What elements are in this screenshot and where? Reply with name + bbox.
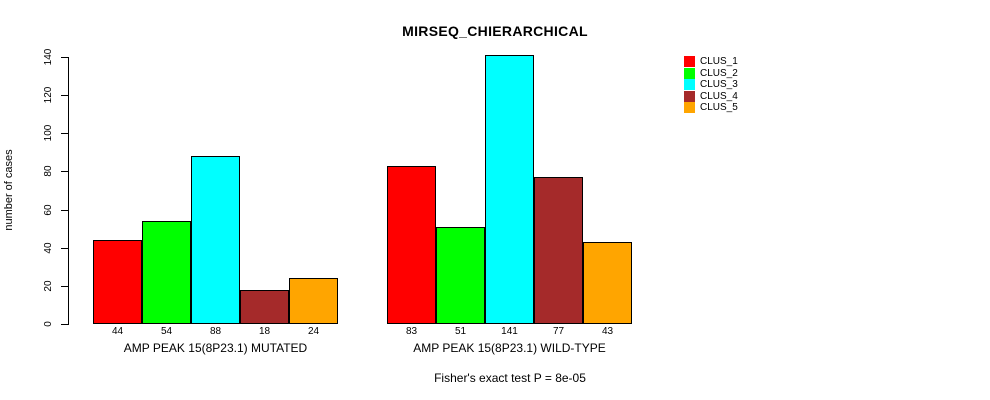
y-tick: [61, 171, 68, 172]
y-axis-label: number of cases: [3, 149, 15, 231]
bar-clus_1-group2: [387, 166, 436, 324]
bar-clus_5-group2: [583, 242, 632, 324]
y-tick-label: 40: [43, 242, 54, 254]
y-tick-label: 120: [43, 86, 54, 104]
y-tick: [61, 286, 68, 287]
y-tick: [61, 248, 68, 249]
y-tick-label: 140: [43, 48, 54, 66]
legend-swatch: [684, 102, 695, 113]
bar-clus_1-group1: [93, 240, 142, 324]
bar-clus_4-group1: [240, 290, 289, 324]
legend-label: CLUS_1: [700, 56, 738, 67]
y-tick-label: 60: [43, 204, 54, 216]
bar-clus_3-group1: [191, 156, 240, 324]
bar-value-label: 54: [160, 326, 173, 337]
bar-clus_2-group1: [142, 221, 191, 324]
bar-clus_4-group2: [534, 177, 583, 324]
y-tick: [61, 324, 68, 325]
bar-value-label: 44: [111, 326, 124, 337]
y-axis: [68, 57, 69, 325]
chart-title: MIRSEQ_CHIERARCHICAL: [402, 23, 588, 39]
group-label-mutated: AMP PEAK 15(8P23.1) MUTATED: [123, 341, 308, 355]
legend-swatch: [684, 90, 695, 102]
legend-label: CLUS_3: [700, 79, 738, 90]
legend-label: CLUS_5: [700, 102, 738, 113]
y-tick: [61, 57, 68, 58]
bar-value-label: 18: [258, 326, 271, 337]
y-tick: [61, 210, 68, 211]
bar-value-label: 83: [405, 326, 418, 337]
bar-clus_2-group2: [436, 227, 485, 324]
y-tick-label: 100: [43, 124, 54, 142]
y-tick: [61, 133, 68, 134]
bar-value-label: 43: [601, 326, 614, 337]
legend-swatch: [684, 67, 695, 79]
bar-value-label: 24: [307, 326, 320, 337]
legend-label: CLUS_2: [700, 67, 738, 79]
legend-swatch: [684, 56, 695, 67]
legend-label: CLUS_4: [700, 90, 738, 102]
y-tick-label: 80: [43, 165, 54, 177]
bar-clus_5-group1: [289, 278, 338, 324]
bar-value-label: 141: [501, 326, 518, 337]
y-tick-label: 20: [43, 280, 54, 292]
bar-clus_3-group2: [485, 55, 534, 324]
bar-value-label: 51: [454, 326, 467, 337]
group-label-wild-type: AMP PEAK 15(8P23.1) WILD-TYPE: [413, 341, 606, 355]
legend-swatch: [684, 79, 695, 90]
bar-value-label: 88: [209, 326, 222, 337]
y-tick-label: 0: [43, 321, 54, 327]
fisher-test-annotation: Fisher's exact test P = 8e-05: [434, 371, 586, 385]
y-tick: [61, 95, 68, 96]
bar-value-label: 77: [552, 326, 565, 337]
